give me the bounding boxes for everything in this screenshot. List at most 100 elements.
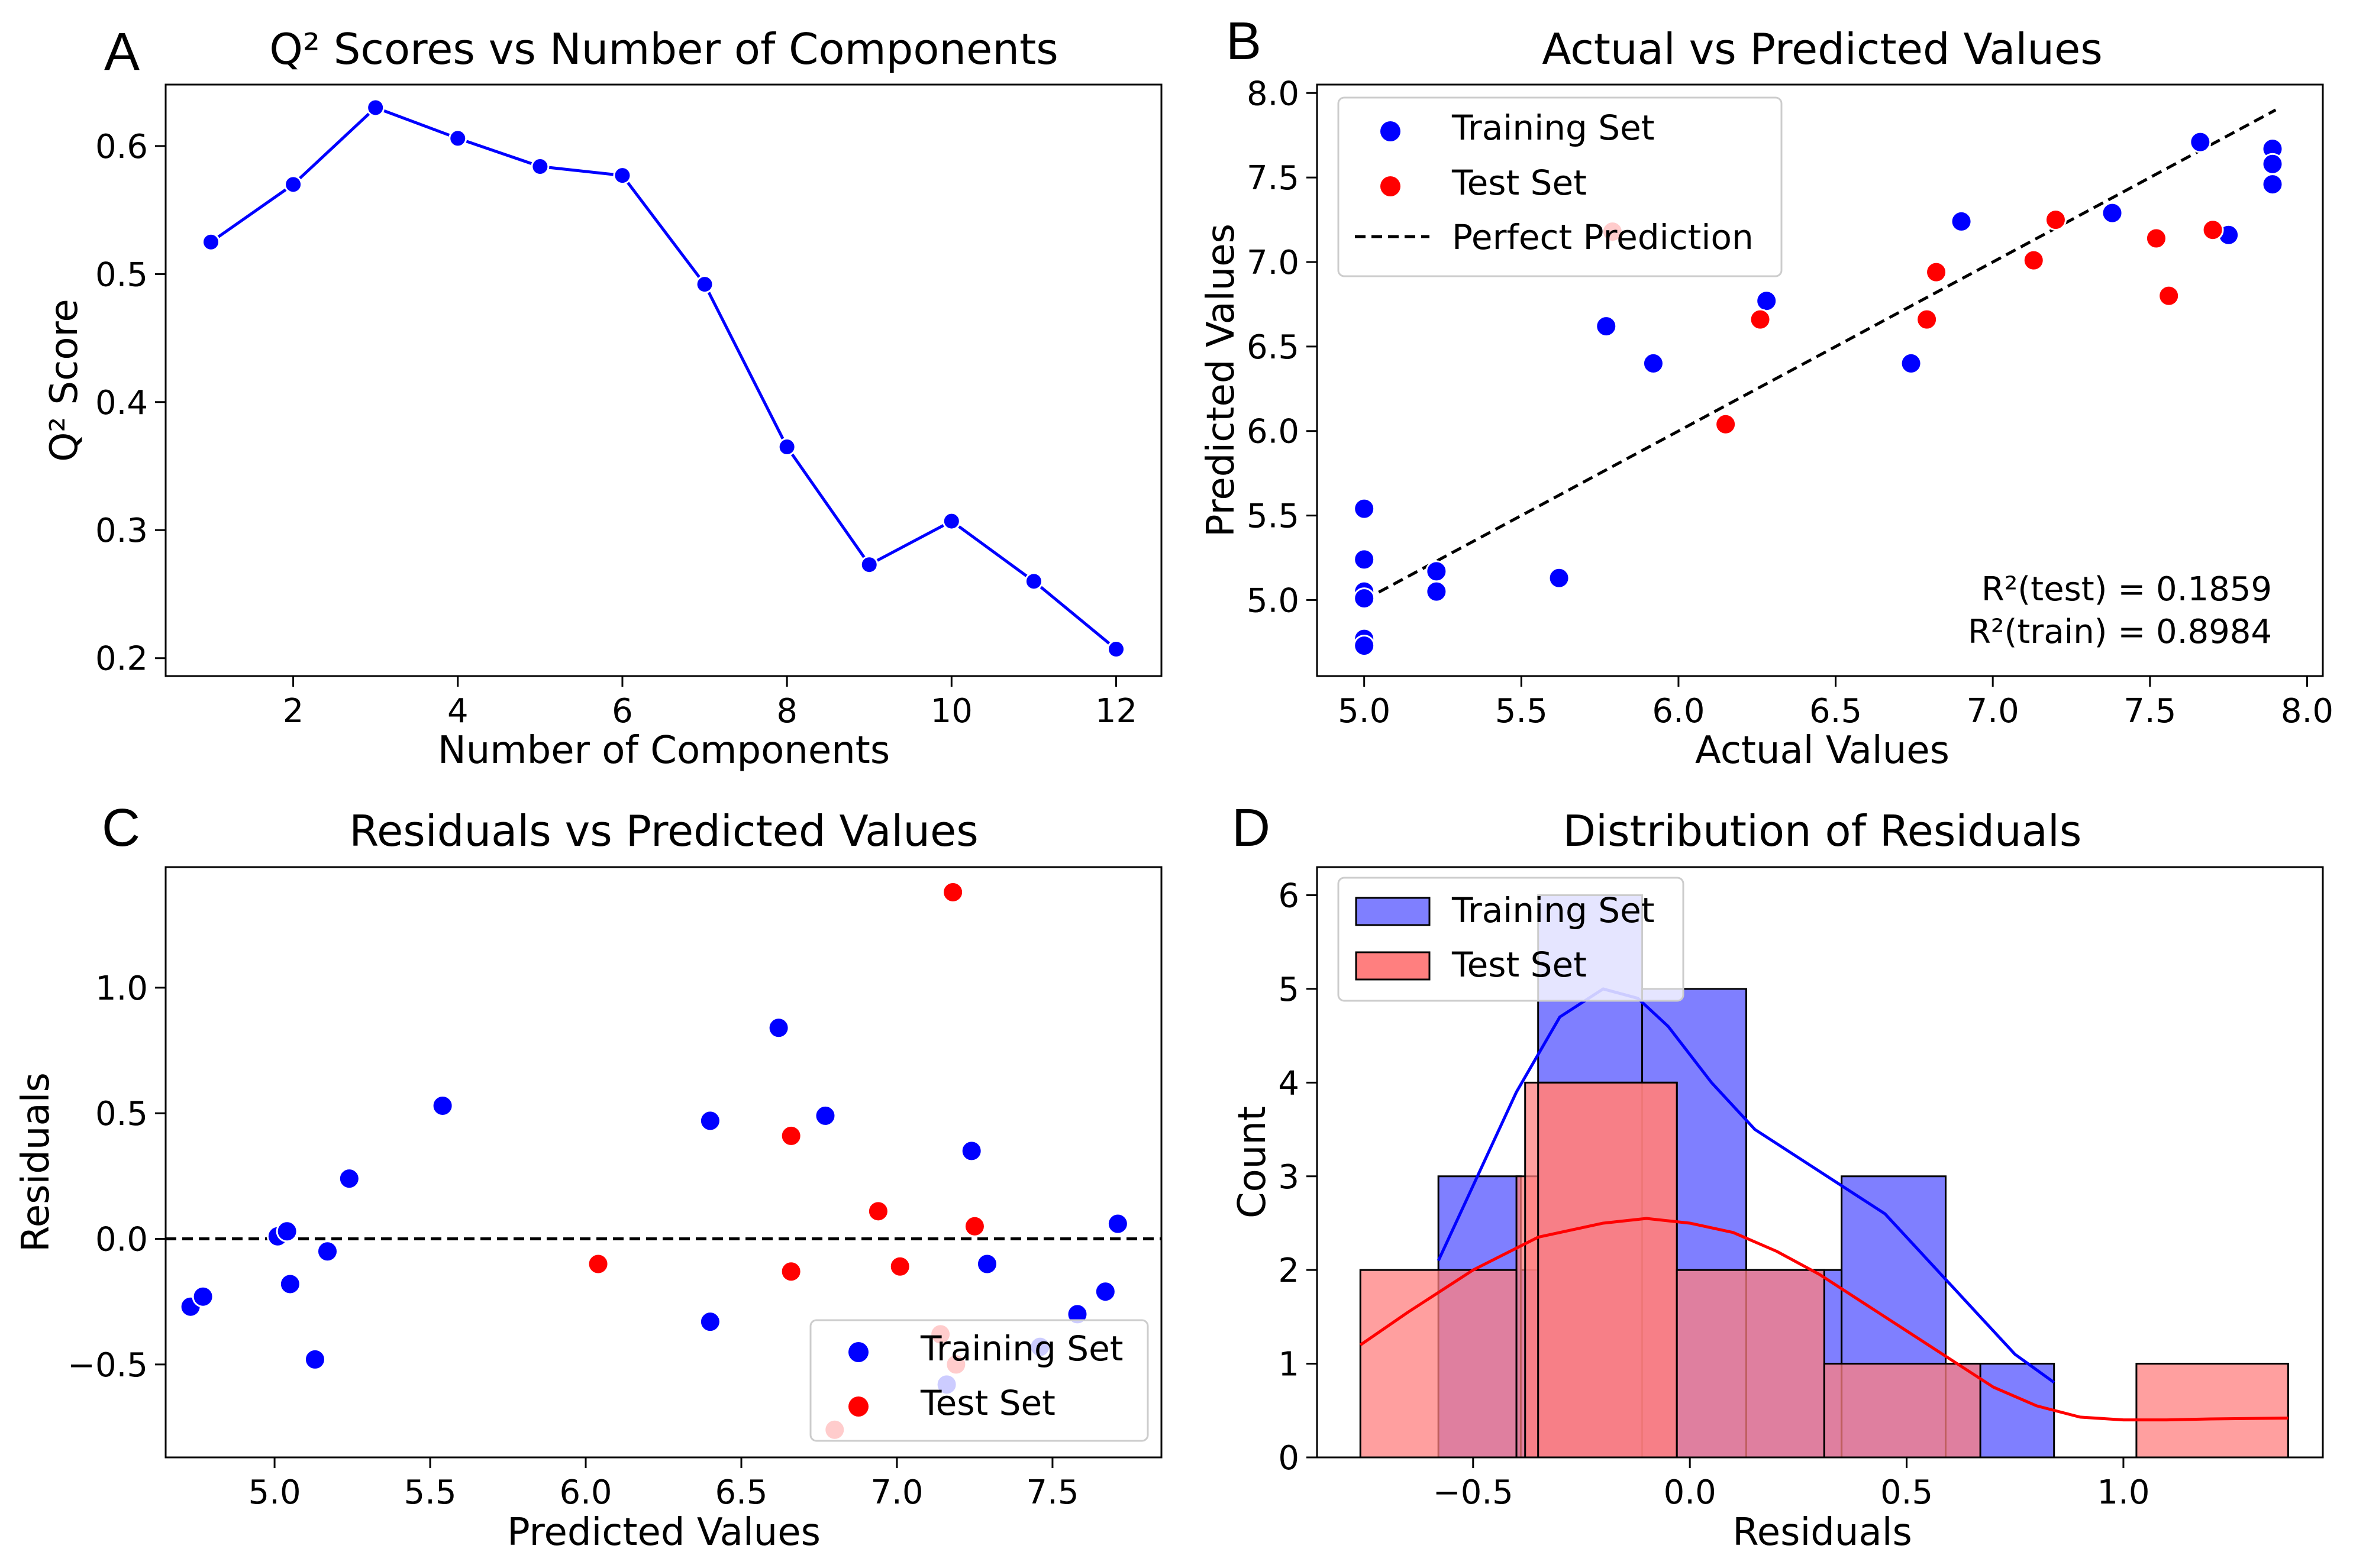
panel-a-axes-frame xyxy=(164,83,1163,677)
training-residual-point-10 xyxy=(699,1311,721,1333)
training-point-7 xyxy=(1425,580,1448,603)
panel-d: D Distribution of Residuals −0.5 0.0 0.5 1.… xyxy=(1231,798,2324,1554)
panel-d-ylabel: Count xyxy=(1231,1106,1274,1218)
panel-a-xlabel: Number of Components xyxy=(438,729,890,772)
panel-d-xtick-label-1: 0.0 xyxy=(1664,1473,1716,1512)
panel-b-ylabel: Predicted Values xyxy=(1199,224,1243,537)
panel-d-ytick-label-3: 3 xyxy=(1278,1158,1299,1197)
training-residual-point-12 xyxy=(814,1104,837,1127)
panel-b-ytick-label-3: 6.5 xyxy=(1247,328,1299,367)
training-residual-point-15 xyxy=(976,1253,998,1275)
panel-a-xtick-label-0: 2 xyxy=(283,692,304,730)
test-point-8 xyxy=(2158,284,2180,307)
panel-a-xtick-label-1: 4 xyxy=(447,692,469,730)
legend-training-label: Training Set xyxy=(920,1328,1124,1369)
panel-d-ytick-label-4: 4 xyxy=(1278,1064,1299,1103)
panel-b-xlabel: Actual Values xyxy=(1695,729,1949,772)
test-residual-point-1 xyxy=(780,1124,802,1147)
panel-a-xtick-label-5: 12 xyxy=(1095,692,1137,730)
test-hist-bar-5 xyxy=(1823,1363,1981,1459)
panel-b-xtick-label-2: 6.0 xyxy=(1652,692,1705,730)
panel-letter-a: A xyxy=(104,22,140,82)
legend-training-label: Training Set xyxy=(1451,890,1655,930)
test-point-4 xyxy=(1925,261,1948,283)
panel-b-ytick-label-4: 7.0 xyxy=(1247,244,1299,282)
training-residual-point-6 xyxy=(316,1240,338,1263)
test-hist-bar-6 xyxy=(2135,1363,2289,1459)
test-point-2 xyxy=(1749,308,1771,331)
test-residual-point-0 xyxy=(587,1253,609,1275)
panel-d-plot-area xyxy=(1359,894,2289,1459)
training-point-10 xyxy=(1642,352,1664,374)
panel-b-legend-box xyxy=(1337,96,1783,277)
training-point-13 xyxy=(1950,210,1973,232)
training-point-6 xyxy=(1425,560,1448,583)
training-residual-point-5 xyxy=(304,1348,326,1370)
panel-b-xtick-label-4: 7.0 xyxy=(1967,692,2019,730)
panel-b: B Actual vs Predicted Values 5.0 5.5 6.0 6.… xyxy=(1199,12,2333,772)
panel-c: C Residuals vs Predicted Values 5.0 5.5 6.… xyxy=(14,798,1163,1554)
panel-c-legend: Training Set Test Set xyxy=(809,1319,1149,1442)
panel-b-xtick-label-5: 7.5 xyxy=(2123,692,2176,730)
training-point-14 xyxy=(2101,202,2123,224)
panel-d-ytick-label-1: 1 xyxy=(1278,1346,1299,1384)
panel-b-ytick-label-6: 8.0 xyxy=(1247,75,1299,113)
panel-d-xtick-label-3: 1.0 xyxy=(2097,1473,2149,1512)
test-point-9 xyxy=(2202,219,2224,241)
legend-test-patch xyxy=(1355,951,1431,981)
training-residual-point-1 xyxy=(192,1285,214,1308)
panel-c-legend-box xyxy=(809,1319,1149,1442)
legend-training-marker xyxy=(1380,121,1400,141)
panel-a-ytick-label-0: 0.2 xyxy=(95,640,148,678)
panel-letter-b: B xyxy=(1226,12,1261,71)
test-residual-point-9 xyxy=(963,1215,986,1237)
panel-d-xtick-label-2: 0.5 xyxy=(1880,1473,1933,1512)
training-residual-point-11 xyxy=(767,1017,790,1039)
training-residual-point-14 xyxy=(960,1140,983,1162)
test-hist-bar-3 xyxy=(1537,1081,1678,1459)
panel-b-xtick-label-3: 6.5 xyxy=(1809,692,1862,730)
training-point-0 xyxy=(1353,497,1376,520)
panel-a-ytick-label-4: 0.6 xyxy=(95,128,148,166)
training-point-9 xyxy=(1595,315,1618,338)
panel-b-ticks: 5.0 5.5 6.0 6.5 7.0 7.5 8.0 5.0 5.5 6.0 6.5 7.0 7.5 8… xyxy=(1247,75,2333,730)
r2-test-annotation: R²(test) = 0.1859 xyxy=(1981,570,2272,609)
panel-a: A Q² Scores vs Number of Components 2 4 6 8… xyxy=(43,22,1163,772)
panel-c-ytick-label-3: 1.0 xyxy=(95,969,148,1008)
panel-c-ytick-label-2: 0.5 xyxy=(95,1095,148,1133)
panel-b-title: Actual vs Predicted Values xyxy=(1542,24,2103,74)
panel-b-ytick-label-0: 5.0 xyxy=(1247,581,1299,620)
panel-c-xtick-label-0: 5.0 xyxy=(248,1473,301,1512)
panel-d-ticks: −0.5 0.0 0.5 1.0 0 1 2 3 4 5 6 xyxy=(1278,877,2149,1512)
training-point-12 xyxy=(1900,352,1922,374)
panel-d-ytick-label-6: 6 xyxy=(1278,877,1299,916)
training-residual-point-8 xyxy=(431,1094,454,1117)
q2-point-4 xyxy=(448,129,467,148)
test-point-5 xyxy=(2022,249,2045,271)
q2-point-12 xyxy=(1107,640,1125,659)
training-point-15 xyxy=(2189,131,2212,153)
test-point-3 xyxy=(1916,308,1938,331)
test-residual-point-7 xyxy=(942,881,964,903)
legend-training-patch xyxy=(1355,897,1431,926)
q2-point-6 xyxy=(613,166,632,185)
panel-b-xtick-label-0: 5.0 xyxy=(1338,692,1390,730)
panel-b-axes-frame xyxy=(1316,83,2324,677)
panel-c-ticks: 5.0 5.5 6.0 6.5 7.0 7.5 −0.5 0.0 0.5 1.0 xyxy=(67,969,1079,1512)
panel-c-ylabel: Residuals xyxy=(14,1072,58,1252)
panel-a-xtick-label-4: 10 xyxy=(931,692,973,730)
training-point-3 xyxy=(1353,587,1376,610)
training-residual-point-9 xyxy=(699,1110,721,1132)
panel-a-title: Q² Scores vs Number of Components xyxy=(269,24,1058,74)
panel-c-title: Residuals vs Predicted Values xyxy=(349,806,979,856)
panel-a-xtick-label-3: 8 xyxy=(776,692,798,730)
test-point-1 xyxy=(1715,413,1737,435)
training-kde-curve xyxy=(1437,987,2055,1384)
panel-d-legend: Training Set Test Set xyxy=(1337,877,1684,1002)
panel-b-plot-area xyxy=(1353,108,2284,657)
training-point-19 xyxy=(2261,173,2284,196)
panel-d-ytick-label-5: 5 xyxy=(1278,971,1299,1009)
training-residual-point-4 xyxy=(279,1273,301,1295)
test-hist-bar-0 xyxy=(1359,1269,1518,1459)
test-point-6 xyxy=(2044,209,2067,231)
